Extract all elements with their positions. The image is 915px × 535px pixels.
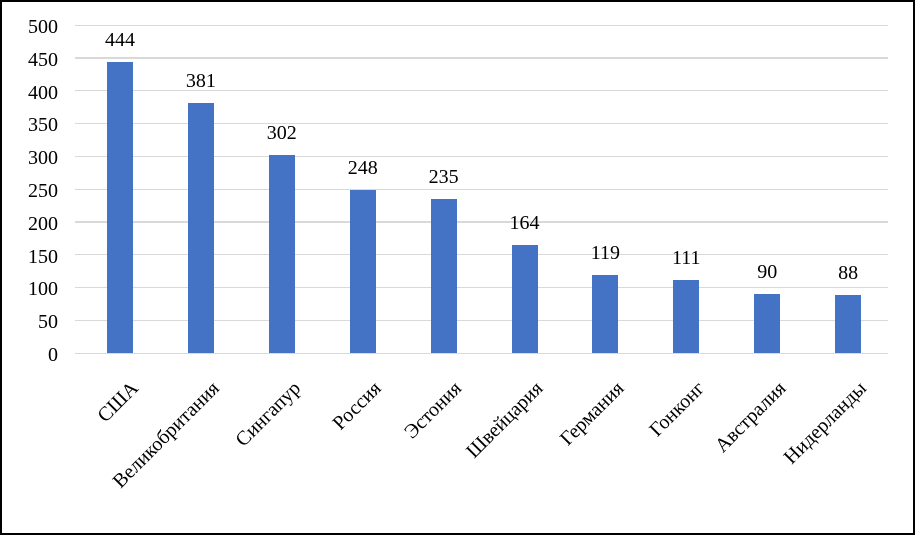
gridline bbox=[75, 24, 888, 26]
gridline bbox=[75, 221, 888, 223]
gridline bbox=[75, 286, 888, 289]
y-axis-tick-label: 50 bbox=[38, 311, 58, 334]
bar bbox=[754, 293, 781, 353]
bar-value-label: 88 bbox=[838, 262, 859, 285]
bar-value-label: 302 bbox=[266, 121, 297, 144]
gridline bbox=[75, 188, 888, 190]
y-axis-tick-label: 150 bbox=[28, 245, 58, 268]
gridline bbox=[75, 254, 888, 256]
bar-value-label: 111 bbox=[672, 247, 701, 270]
bar bbox=[187, 103, 214, 353]
bar bbox=[511, 245, 538, 353]
x-axis-category-label: Россия bbox=[328, 377, 386, 435]
x-axis-category-label: Нидерланды bbox=[779, 377, 871, 469]
y-axis-tick-label: 450 bbox=[28, 48, 58, 71]
gridline bbox=[75, 90, 888, 92]
y-axis-tick-label: 300 bbox=[28, 147, 58, 170]
x-axis-category-label: Гонконг bbox=[645, 377, 710, 442]
bar bbox=[430, 198, 457, 353]
y-axis-tick-label: 0 bbox=[48, 344, 58, 366]
y-axis-tick-label: 250 bbox=[28, 180, 58, 202]
bar bbox=[592, 274, 619, 353]
x-axis-category-label: США bbox=[93, 377, 143, 427]
gridline bbox=[75, 155, 888, 157]
bar bbox=[349, 190, 376, 353]
bar-value-label: 248 bbox=[347, 157, 378, 180]
gridline bbox=[75, 319, 888, 321]
bar-value-label: 119 bbox=[590, 241, 621, 264]
x-axis-category-label: Эстония bbox=[400, 377, 467, 444]
bar-value-label: 164 bbox=[509, 212, 540, 235]
bar bbox=[673, 280, 700, 353]
y-axis-tick-label: 400 bbox=[28, 81, 58, 104]
y-axis-tick-label: 500 bbox=[28, 16, 58, 38]
bar bbox=[268, 154, 295, 353]
y-axis-tick-label: 350 bbox=[28, 114, 58, 137]
x-axis-category-label: Сингапур bbox=[230, 377, 305, 452]
x-axis-category-label: Германия bbox=[555, 377, 629, 450]
bar-value-label: 235 bbox=[428, 165, 459, 188]
gridline bbox=[75, 122, 888, 125]
bar bbox=[835, 295, 862, 353]
bar-value-label: 90 bbox=[757, 260, 778, 283]
gridline bbox=[75, 57, 888, 59]
bar-value-label: 444 bbox=[105, 28, 135, 51]
gridline bbox=[75, 352, 888, 354]
bar-value-label: 381 bbox=[185, 70, 216, 93]
y-axis-tick-label: 200 bbox=[28, 212, 58, 235]
y-axis-tick-label: 100 bbox=[28, 278, 58, 301]
x-axis-category-label: Швейцария bbox=[462, 377, 548, 463]
x-axis-category-label: Австралия bbox=[710, 377, 791, 457]
bar bbox=[107, 61, 133, 353]
